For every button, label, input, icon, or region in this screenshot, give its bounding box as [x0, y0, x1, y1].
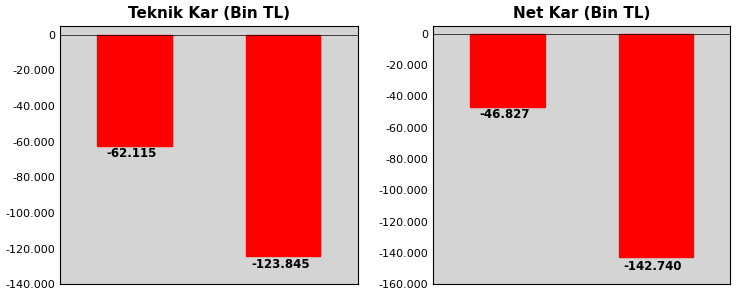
- Bar: [97, 35, 171, 146]
- Bar: [619, 34, 693, 258]
- Bar: [246, 35, 320, 256]
- Text: -123.845: -123.845: [251, 258, 310, 271]
- Text: 2015: 2015: [115, 50, 154, 64]
- Bar: [470, 34, 545, 107]
- Text: 2016: 2016: [263, 50, 302, 64]
- Text: 2016: 2016: [637, 49, 676, 63]
- Title: Teknik Kar (Bin TL): Teknik Kar (Bin TL): [128, 6, 290, 20]
- Text: -62.115: -62.115: [107, 147, 157, 160]
- Title: Net Kar (Bin TL): Net Kar (Bin TL): [513, 6, 651, 20]
- Text: -46.827: -46.827: [479, 108, 530, 121]
- Text: -142.740: -142.740: [624, 260, 682, 273]
- Text: 2015: 2015: [488, 49, 527, 63]
